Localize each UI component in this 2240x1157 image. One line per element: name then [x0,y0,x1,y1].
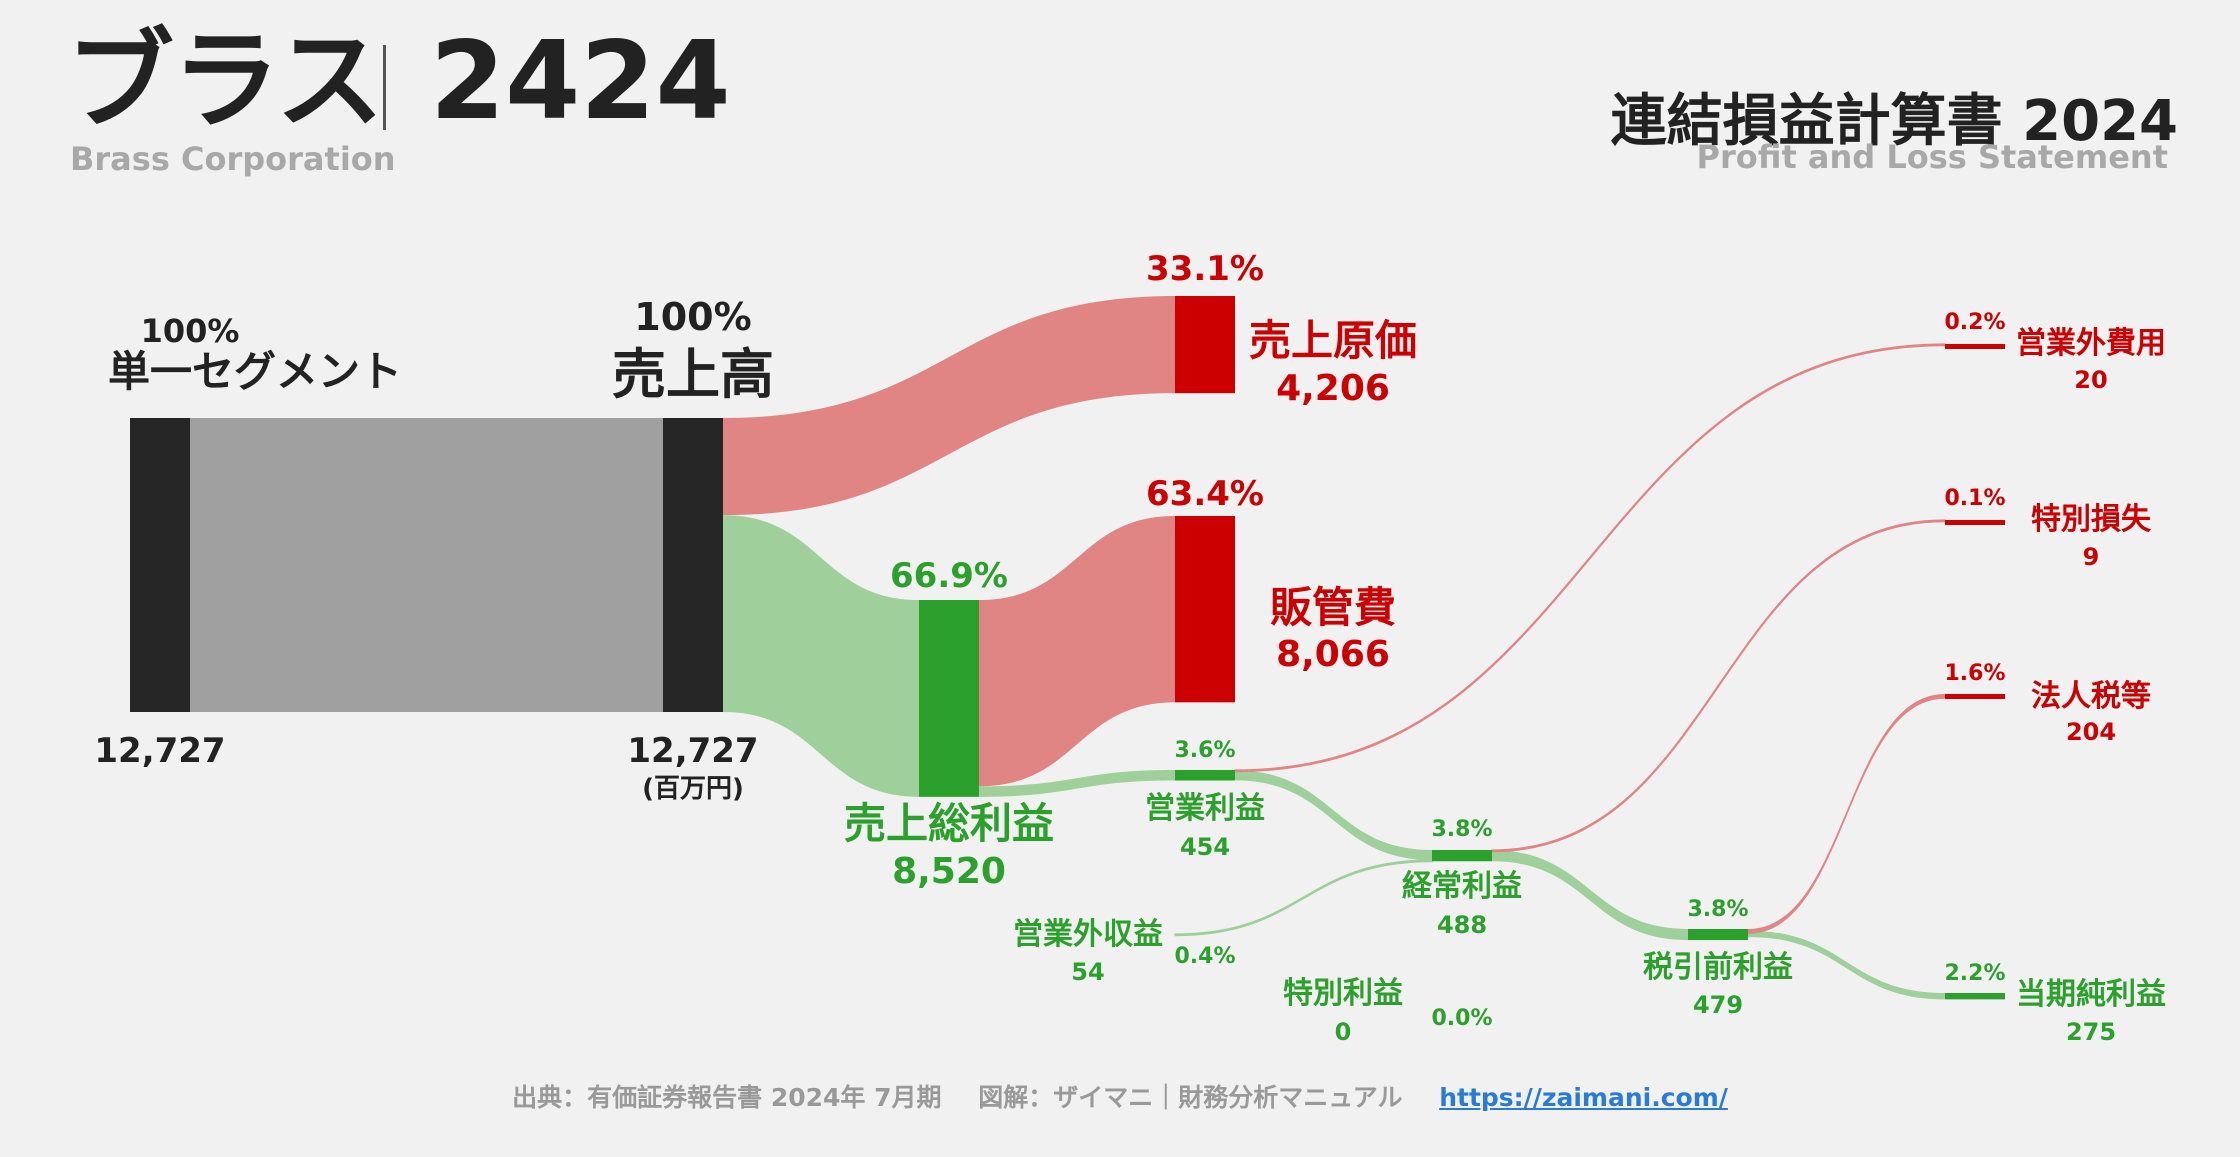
node-op [1175,770,1235,781]
cogs-value-label: 4,206 [1276,368,1390,409]
special-loss-pct-label: 0.1% [1944,486,2005,511]
revenue-name-label: 売上高 [612,343,774,406]
flow-ordinary-pretax [1492,850,1688,941]
nonop-expense-value-label: 20 [2074,366,2107,394]
segment-value-label: 12,727 [94,731,225,771]
footer-credit: 図解：ザイマニ｜財務分析マニュアル [978,1083,1403,1112]
node-ordinary [1432,850,1492,862]
node-sp_loss [1945,520,2005,525]
special-gain-name-label: 特別利益 [1283,976,1403,1011]
net-name-label: 当期純利益 [2016,977,2166,1012]
tax-pct-label: 1.6% [1944,661,2005,686]
node-sga [1175,516,1235,703]
nonop-income-pct-label: 0.4% [1174,944,1235,969]
ordinary-value-label: 488 [1437,911,1487,939]
pretax-name-label: 税引前利益 [1643,950,1793,985]
flow-gross-sga [979,516,1175,787]
node-segment [130,418,190,712]
special-loss-value-label: 9 [2083,543,2100,571]
ticker-code: 2424 [430,19,731,144]
node-nonop_exp [1945,344,2005,349]
op-name-label: 営業利益 [1145,791,1265,826]
footer-link[interactable]: https://zaimani.com/ [1439,1083,1728,1112]
company-name-en: Brass Corporation [70,140,396,178]
sankey-nodes [130,296,2005,1000]
node-tax [1945,694,2005,699]
gross-name-label: 売上総利益 [844,799,1054,848]
company-name: ブラス [66,19,384,144]
op-value-label: 454 [1180,833,1230,861]
sga-pct-label: 63.4% [1146,474,1264,514]
flow-gross-op [979,770,1175,797]
flow-revenue-gross [723,515,919,797]
ordinary-pct-label: 3.8% [1431,817,1492,842]
node-cogs [1175,296,1235,394]
segment-pct-label: 100% [141,312,240,350]
title-divider [383,45,386,130]
special-gain-value-label: 0 [1335,1018,1352,1046]
sankey-flows [190,296,1946,1000]
flow-op-ordinary [1235,770,1432,861]
statement-title-en: Profit and Loss Statement [1696,138,2168,176]
revenue-value-label: 12,727 [627,731,758,771]
cogs-name-label: 売上原価 [1249,316,1417,365]
revenue-pct-label: 100% [634,295,751,339]
ordinary-name-label: 経常利益 [1402,869,1522,904]
op-pct-label: 3.6% [1174,738,1235,763]
node-net [1945,993,2005,1000]
flow-nonop_inc-ordinary [1174,859,1433,937]
node-revenue [663,418,723,712]
net-value-label: 275 [2066,1018,2116,1046]
unit-label: (百万円) [642,774,744,804]
net-pct-label: 2.2% [1944,961,2005,986]
special-gain-pct-label: 0.0% [1431,1006,1492,1031]
footer: 出典：有価証券報告書 2024年 7月期 図解：ザイマニ｜財務分析マニュアル h… [0,1078,2240,1114]
tax-name-label: 法人税等 [2031,679,2151,714]
flow-pretax-net [1748,930,1945,1000]
pretax-value-label: 479 [1693,991,1743,1019]
nonop-income-name-label: 営業外収益 [1013,917,1163,952]
special-loss-name-label: 特別損失 [2031,502,2152,537]
flow-ordinary-sp_loss [1491,519,1946,853]
nonop-income-value-label: 54 [1071,958,1104,986]
node-gross [919,600,979,797]
sga-value-label: 8,066 [1276,634,1390,675]
sankey-labels: 100%単一セグメント12,727100%売上高12,727(百万円)33.1%… [94,249,2166,1046]
cogs-pct-label: 33.1% [1146,249,1264,289]
statement-title: 連結損益計算書 2024 [1610,89,2178,154]
node-pretax [1688,929,1748,941]
flow-segment-revenue [190,418,663,712]
pretax-pct-label: 3.8% [1687,897,1748,922]
flow-revenue-cogs [723,296,1175,516]
flow-pretax-tax [1748,694,1945,934]
sga-name-label: 販管費 [1270,583,1396,632]
gross-pct-label: 66.9% [890,556,1008,596]
nonop-expense-name-label: 営業外費用 [2016,326,2166,361]
footer-source: 出典：有価証券報告書 2024年 7月期 [512,1083,942,1112]
nonop-expense-pct-label: 0.2% [1944,310,2005,335]
tax-value-label: 204 [2066,718,2116,746]
segment-name-label: 単一セグメント [108,347,402,396]
gross-value-label: 8,520 [892,851,1006,892]
